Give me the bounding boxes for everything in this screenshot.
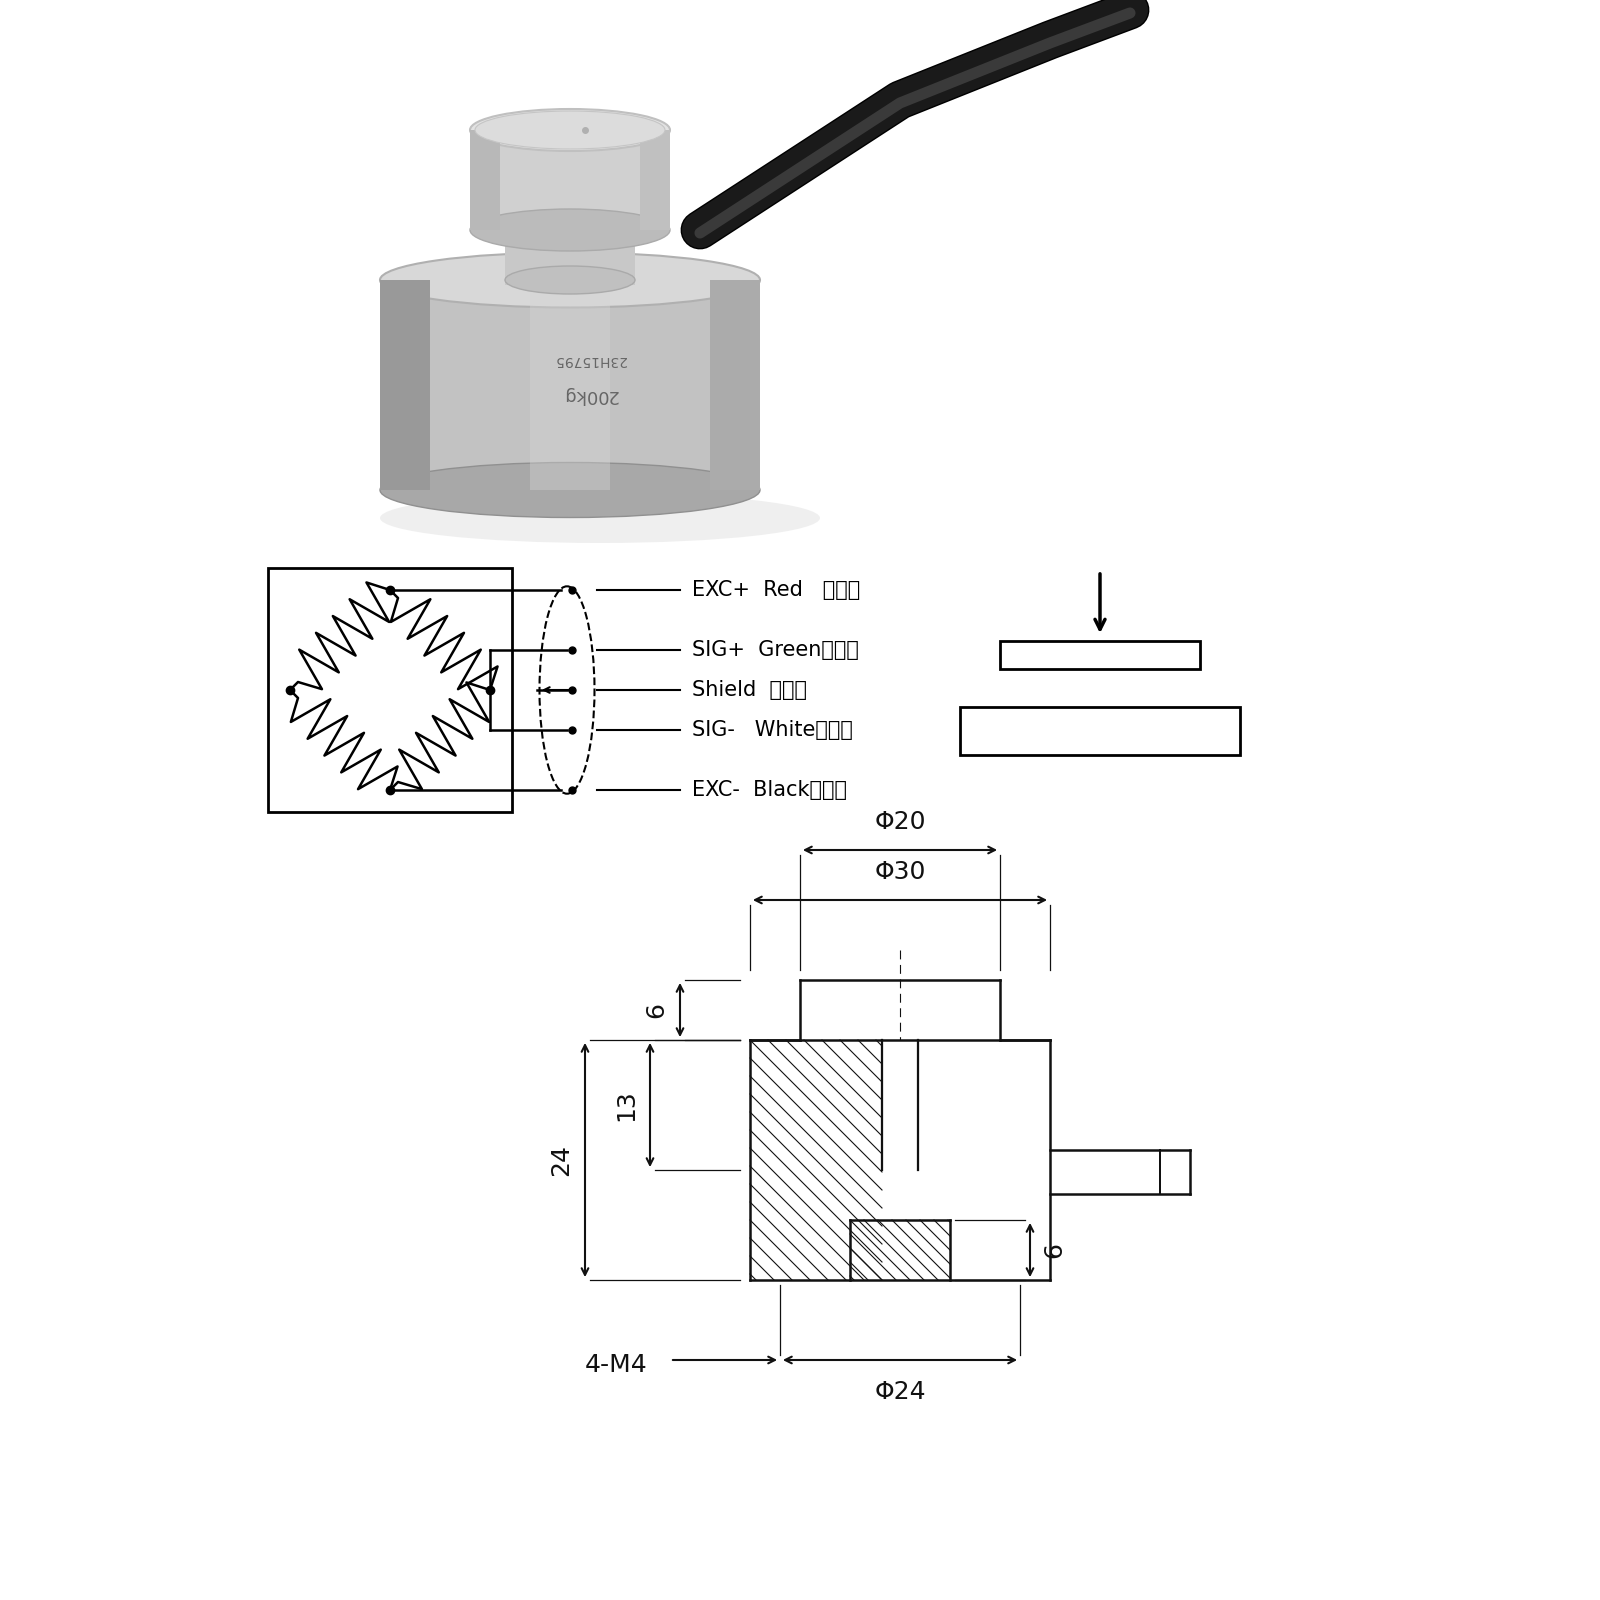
Text: 200kg: 200kg (562, 387, 618, 405)
Polygon shape (470, 130, 499, 230)
Text: Φ30: Φ30 (874, 861, 926, 883)
Text: 24: 24 (549, 1144, 573, 1176)
Text: SIG+  Green（绿）: SIG+ Green（绿） (691, 640, 859, 659)
Text: 23H15795: 23H15795 (554, 352, 626, 366)
Bar (381, 280, 760, 490)
Text: 13: 13 (614, 1090, 638, 1122)
Text: Φ20: Φ20 (874, 810, 926, 834)
Ellipse shape (381, 253, 760, 307)
Text: 4-M4: 4-M4 (586, 1354, 648, 1378)
Text: 6: 6 (1042, 1242, 1066, 1258)
Bar (960, 707, 1240, 755)
Text: 6: 6 (643, 1002, 669, 1018)
Polygon shape (710, 280, 760, 490)
Ellipse shape (381, 462, 760, 517)
Text: EXC+  Red   （红）: EXC+ Red （红） (691, 579, 861, 600)
Ellipse shape (506, 266, 635, 294)
Text: EXC-  Black（黑）: EXC- Black（黑） (691, 781, 846, 800)
Text: SIG-   White（白）: SIG- White（白） (691, 720, 853, 739)
Polygon shape (530, 280, 610, 490)
Text: Shield  屏蔽线: Shield 屏蔽线 (691, 680, 806, 701)
Ellipse shape (470, 109, 670, 150)
Text: Φ24: Φ24 (874, 1379, 926, 1405)
Bar (506, 230, 635, 285)
Ellipse shape (381, 493, 819, 542)
Bar (470, 130, 670, 230)
Bar (269, 568, 512, 813)
Bar (1000, 642, 1200, 669)
Ellipse shape (470, 210, 670, 251)
Polygon shape (640, 130, 670, 230)
Ellipse shape (475, 110, 666, 149)
Polygon shape (381, 280, 430, 490)
